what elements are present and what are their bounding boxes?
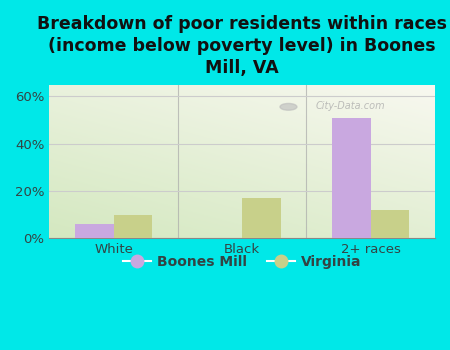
Title: Breakdown of poor residents within races
(income below poverty level) in Boones
: Breakdown of poor residents within races… [37, 15, 447, 77]
Circle shape [280, 104, 297, 110]
Legend: Boones Mill, Virginia: Boones Mill, Virginia [117, 250, 367, 275]
Bar [242, 198, 281, 238]
Bar [371, 210, 410, 238]
Bar [114, 215, 152, 238]
Bar [332, 118, 371, 238]
Bar [75, 224, 114, 238]
Text: City-Data.com: City-Data.com [315, 101, 385, 111]
